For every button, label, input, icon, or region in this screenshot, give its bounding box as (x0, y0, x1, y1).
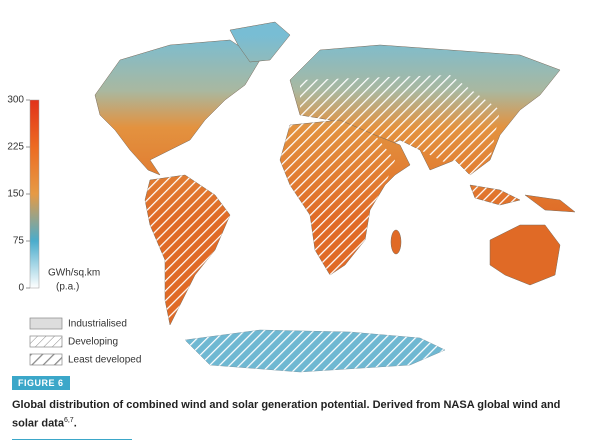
map: GWh/sq.km (p.a.) Industrialised Developi… (7, 21, 576, 373)
legend-swatch (29, 335, 63, 348)
tick-label: 75 (13, 236, 25, 247)
legend-label: Developing (68, 337, 118, 348)
antarctica-hatch (185, 330, 445, 372)
unit-label: (p.a.) (56, 282, 79, 293)
figure-label: FIGURE 6 (12, 376, 70, 390)
hatching (145, 75, 520, 325)
caption-superscript: 6,7 (63, 417, 74, 424)
tick-label: 300 (7, 95, 24, 106)
rule (12, 439, 132, 440)
legend-label: Least developed (68, 355, 141, 366)
caption-text: Global distribution of combined wind and… (12, 399, 561, 430)
caption: Global distribution of combined wind and… (12, 398, 578, 432)
tick-label: 150 (7, 189, 24, 200)
colorbar (29, 99, 40, 289)
legend-label: Industrialised (68, 319, 127, 330)
legend-swatch (29, 317, 63, 330)
tick-label: 0 (18, 283, 24, 294)
legend-swatch (29, 353, 63, 366)
tick-label: 225 (7, 142, 24, 153)
unit-label: GWh/sq.km (48, 268, 100, 279)
caption-end: . (73, 417, 77, 430)
